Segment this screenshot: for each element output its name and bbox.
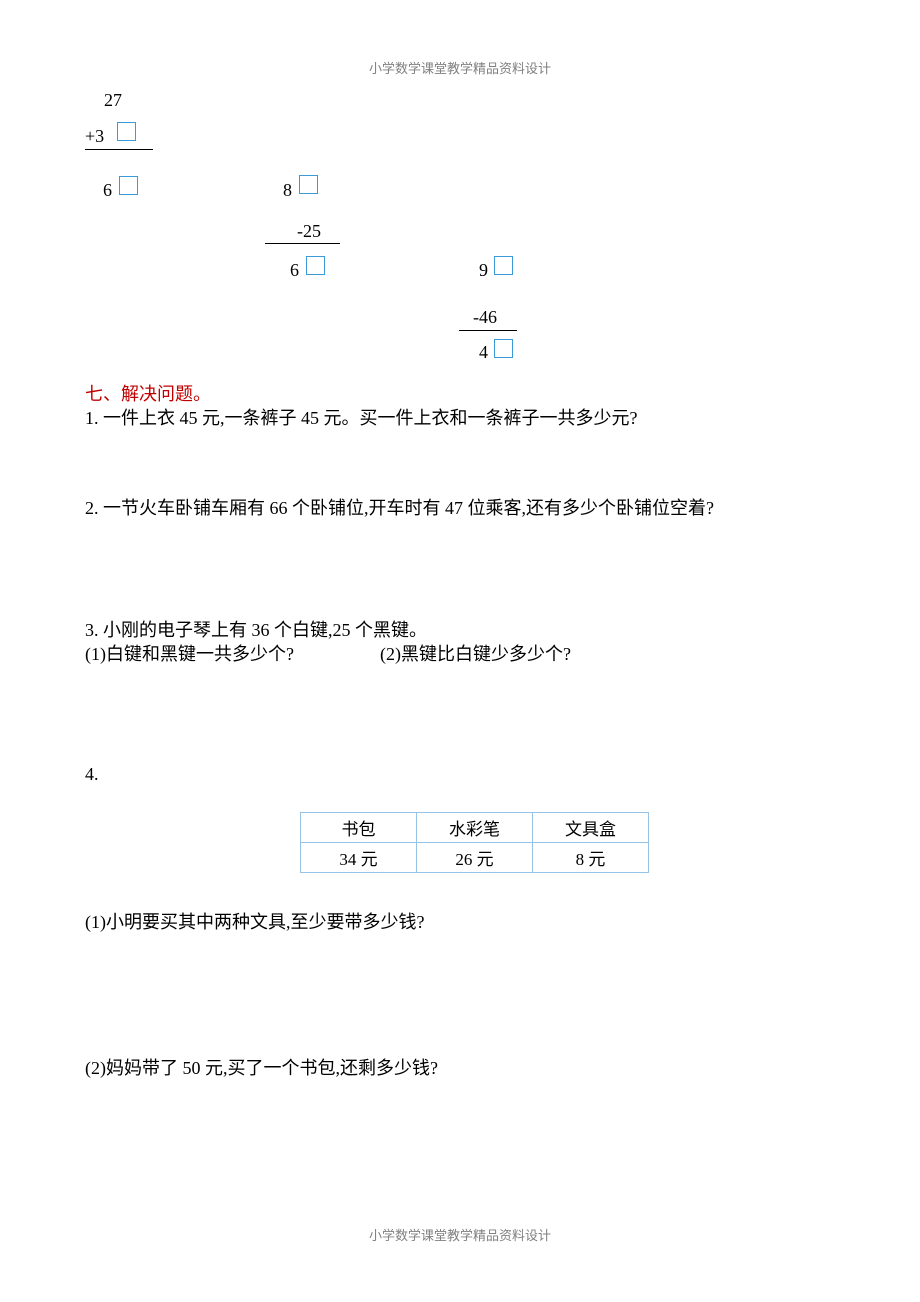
col3-r1-box[interactable] (494, 339, 513, 358)
table-header-cell: 水彩笔 (417, 813, 533, 843)
col3-op: -46 (473, 307, 497, 328)
col1-op: +3 (85, 126, 104, 147)
table-cell: 34 元 (301, 843, 417, 873)
q1: 1. 一件上衣 45 元,一条裤子 45 元。买一件上衣和一条裤子一共多少元? (85, 404, 638, 430)
q4-index-text: 4. (85, 764, 99, 784)
q3-text: 小刚的电子琴上有 36 个白键,25 个黑键。 (103, 620, 427, 640)
col1-r1b: 8 (283, 180, 292, 201)
col2-op: -25 (297, 221, 321, 242)
q2: 2. 一节火车卧铺车厢有 66 个卧铺位,开车时有 47 位乘客,还有多少个卧铺… (85, 494, 714, 520)
page: 小学数学课堂教学精品资料设计 27 +3 6 8 -25 6 9 -46 4 七… (0, 0, 920, 1302)
col1-r1-box[interactable] (119, 176, 138, 195)
q1-text: 一件上衣 45 元,一条裤子 45 元。买一件上衣和一条裤子一共多少元? (103, 408, 638, 428)
table-cell: 8 元 (533, 843, 649, 873)
q2-text: 一节火车卧铺车厢有 66 个卧铺位,开车时有 47 位乘客,还有多少个卧铺位空着… (103, 498, 714, 518)
q4-sub2: (2)妈妈带了 50 元,买了一个书包,还剩多少钱? (85, 1054, 438, 1080)
col1-n1: 27 (104, 90, 122, 111)
col2-rule (265, 243, 340, 244)
col1-op-box[interactable] (117, 122, 136, 141)
q1-index: 1. (85, 408, 103, 428)
table-header-cell: 书包 (301, 813, 417, 843)
col1-r1b-box[interactable] (299, 175, 318, 194)
col2-r1b-box[interactable] (494, 256, 513, 275)
q4-sub1: (1)小明要买其中两种文具,至少要带多少钱? (85, 908, 424, 934)
col2-r1: 6 (290, 260, 299, 281)
q3-index: 3. (85, 620, 103, 640)
section-7-title: 七、解决问题。 (85, 380, 211, 406)
q4-index: 4. (85, 764, 99, 785)
q3-sub1: (1)白键和黑键一共多少个? (85, 640, 294, 666)
col1-rule (85, 149, 153, 150)
table-row: 34 元 26 元 8 元 (301, 843, 649, 873)
col1-r1: 6 (103, 180, 112, 201)
table-header-cell: 文具盒 (533, 813, 649, 843)
col3-rule (459, 330, 517, 331)
table-cell: 26 元 (417, 843, 533, 873)
price-table: 书包 水彩笔 文具盒 34 元 26 元 8 元 (300, 812, 649, 873)
q2-index: 2. (85, 498, 103, 518)
col2-r1-box[interactable] (306, 256, 325, 275)
page-header: 小学数学课堂教学精品资料设计 (0, 58, 920, 77)
col3-r1: 4 (479, 342, 488, 363)
q3: 3. 小刚的电子琴上有 36 个白键,25 个黑键。 (85, 616, 427, 642)
q3-sub2: (2)黑键比白键少多少个? (380, 640, 571, 666)
page-footer: 小学数学课堂教学精品资料设计 (0, 1225, 920, 1244)
table-header-row: 书包 水彩笔 文具盒 (301, 813, 649, 843)
col2-r1b: 9 (479, 260, 488, 281)
